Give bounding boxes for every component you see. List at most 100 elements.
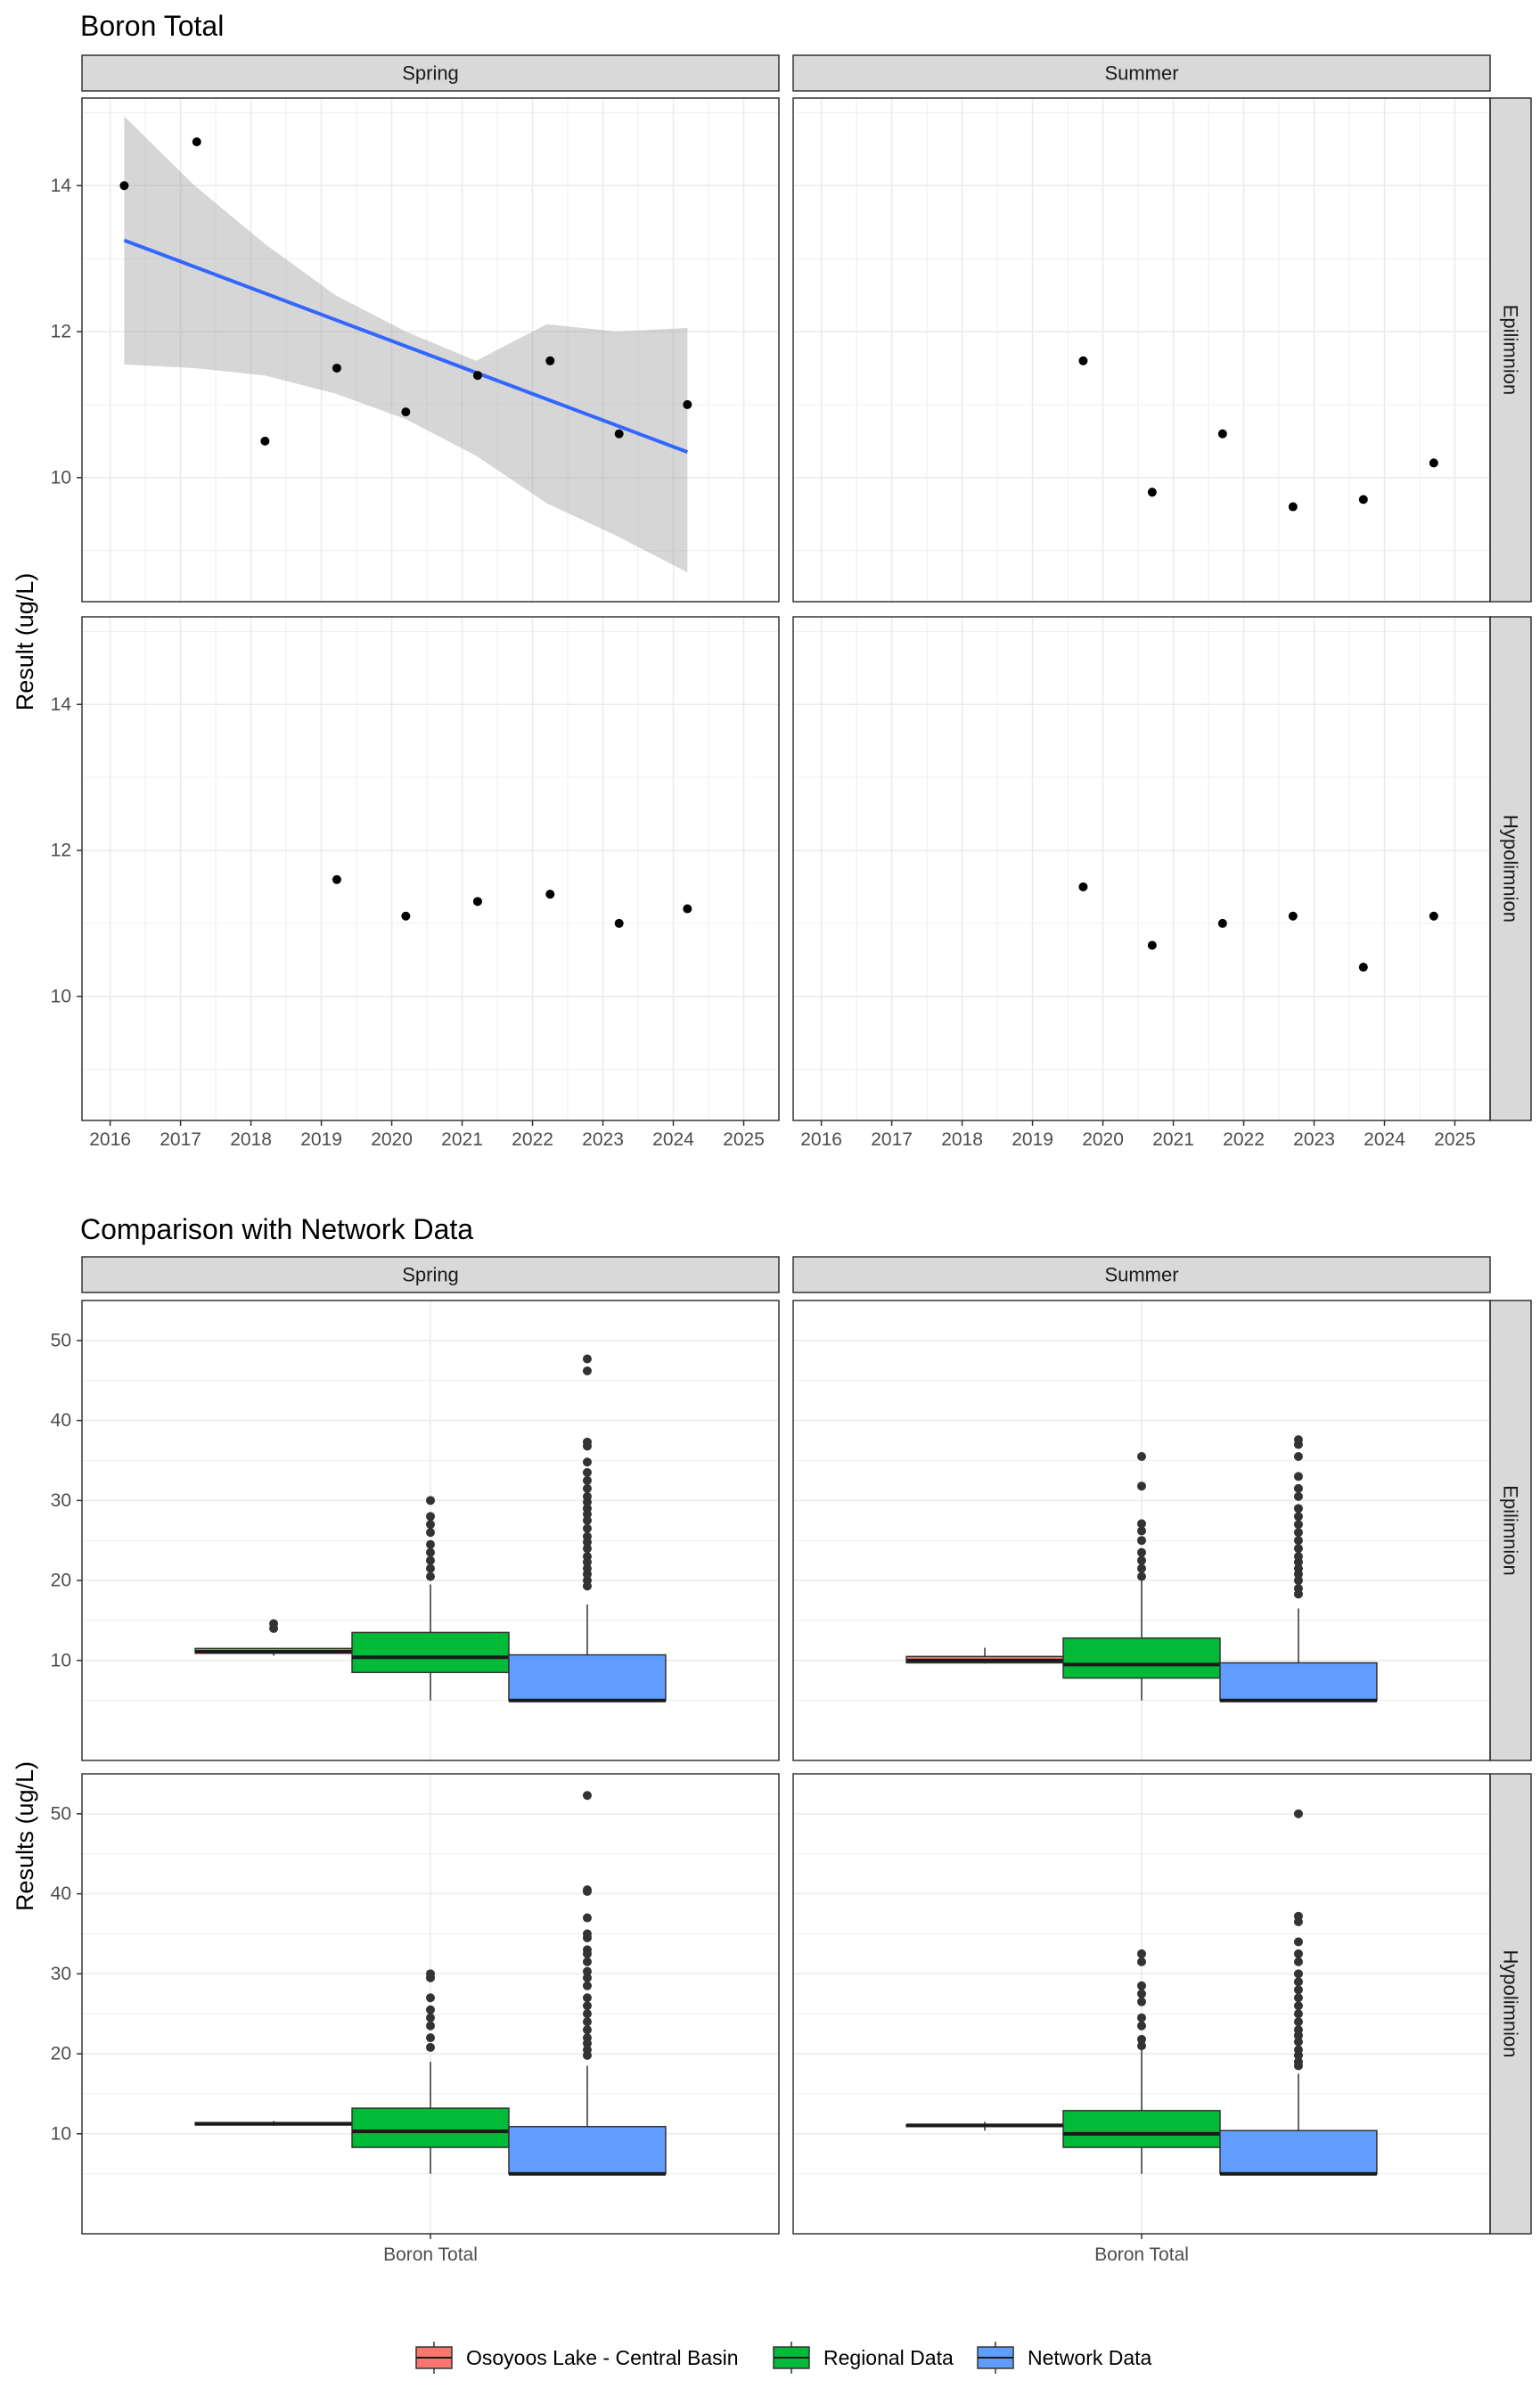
panel-summer-epilimnion-border <box>792 97 1491 603</box>
box-regional-data-outlier <box>426 1571 435 1581</box>
box-network-data-outlier <box>1293 1504 1303 1514</box>
box-regional-data-outlier <box>426 1563 435 1573</box>
data-point <box>332 363 341 373</box>
box-network-data-outlier <box>1293 1491 1303 1501</box>
box-regional-data-outlier <box>1137 1981 1146 1990</box>
col-summer-strip <box>792 1256 1491 1293</box>
box-network-data-outlier <box>1293 2025 1303 2035</box>
panel-summer-hypolimnion: 2016 2017 2018 2019 2020 2021 2022 2023 2024 2025 <box>792 616 1491 1150</box>
box-regional-data-outlier <box>426 2042 435 2052</box>
x-tick-label: 2021 <box>1152 1129 1194 1150</box>
y-tick-label: 30 <box>51 1964 71 1984</box>
col-summer-strip-label: Summer <box>1104 1264 1178 1286</box>
y-tick-label: 14 <box>51 694 72 715</box>
row-hypolimnion-strip-label: Hypolimnion <box>1500 1949 1522 2057</box>
box-regional-data-outlier <box>426 1547 435 1557</box>
box-regional-data-outlier <box>1137 1957 1146 1966</box>
box-network-data-outlier <box>1293 1483 1303 1493</box>
y-tick-label: 30 <box>51 1490 71 1511</box>
row-epilimnion-strip-label: Epilimnion <box>1500 1485 1522 1576</box>
legend-label-regional-data: Regional Data <box>823 2346 954 2369</box>
box-regional-data-outlier <box>426 1520 435 1530</box>
box-network-data-outlier <box>1293 1957 1303 1966</box>
box-network-data-outlier <box>582 1515 592 1525</box>
box-network-data-outlier <box>582 1973 592 1982</box>
panel-spring-hypolimnion: 10 20 30 40 50 Boron Total <box>51 1773 780 2265</box>
box-regional-data-outlier <box>426 1969 435 1979</box>
box-regional-data-iqr <box>351 2107 510 2148</box>
y-tick-label: 40 <box>51 1883 71 1904</box>
y-tick-label: 10 <box>51 2123 71 2144</box>
panel-spring-epilimnion: 10 12 14 <box>51 97 780 603</box>
box-regional-data-outlier <box>1137 1536 1146 1546</box>
box-network-data-outlier <box>1293 2017 1303 2027</box>
x-tick-label: 2022 <box>1223 1129 1265 1150</box>
x-tick-label: 2018 <box>230 1129 272 1150</box>
box-network-data-outlier <box>582 1791 592 1801</box>
box-regional-data-outlier <box>1137 1571 1146 1581</box>
data-point <box>260 436 270 446</box>
box-network-data <box>1219 1809 1378 2176</box>
x-tick-label: 2025 <box>1434 1129 1476 1150</box>
data-point <box>1288 911 1298 921</box>
box-regional-data-outlier <box>1137 2021 1146 2031</box>
box-regional-data-outlier <box>426 1539 435 1549</box>
box-network-data-outlier <box>1293 1949 1303 1958</box>
legend-label-network-data: Network Data <box>1028 2346 1152 2369</box>
box-regional-data-outlier <box>426 2021 435 2031</box>
box-regional-data-iqr <box>1062 1637 1221 1679</box>
box-network-data-iqr <box>508 2125 667 2175</box>
box-network-data-outlier <box>582 1885 592 1895</box>
box-regional-data <box>1062 1451 1221 1701</box>
panel-spring-hypolimnion-border <box>81 616 780 1121</box>
box-regional-data-outlier <box>1137 1547 1146 1557</box>
panel-summer-epilimnion <box>792 97 1491 603</box>
x-tick-label: 2022 <box>512 1129 553 1150</box>
box-regional-data-outlier <box>1137 1989 1146 1998</box>
x-tick-label: 2025 <box>723 1129 765 1150</box>
y-tick-label: 12 <box>51 322 71 342</box>
box-network-data-outlier <box>582 1981 592 1990</box>
box-network-data-outlier <box>582 1483 592 1493</box>
box-network-data-outlier <box>1293 1520 1303 1530</box>
x-tick-label: 2017 <box>871 1129 913 1150</box>
box-network-data <box>1219 1435 1378 1703</box>
box-network-data-outlier <box>582 1475 592 1485</box>
box-network-data-iqr <box>1219 2129 1378 2175</box>
box-regional-data-outlier <box>1137 1526 1146 1536</box>
box-regional-data-outlier <box>426 2013 435 2023</box>
data-point <box>545 890 555 899</box>
box-network-data-outlier <box>1293 1584 1303 1594</box>
trend-line <box>123 238 689 455</box>
box-network-data <box>508 1791 667 2176</box>
data-point <box>1147 940 1157 950</box>
y-tick-label: 50 <box>51 1803 71 1824</box>
x-tick-label: 2024 <box>1364 1129 1405 1150</box>
row-epilimnion-strip-label: Epilimnion <box>1500 305 1522 396</box>
box-network-data-outlier <box>582 1544 592 1554</box>
box-regional-data-outlier <box>426 1496 435 1506</box>
box-network-data-outlier <box>582 1504 592 1514</box>
box-network-data-outlier <box>1293 1552 1303 1562</box>
box-regional-data-outlier <box>426 1555 435 1565</box>
y-tick-label: 10 <box>51 986 71 1006</box>
box-regional-data-outlier <box>1137 1563 1146 1573</box>
box-regional-data-outlier <box>1137 1997 1146 2006</box>
data-point <box>614 918 624 928</box>
y-tick-label: 20 <box>51 2044 71 2064</box>
box-regional-data-outlier <box>426 1993 435 2003</box>
col-summer-strip-label: Summer <box>1104 62 1178 85</box>
row-epilimnion-strip <box>1489 97 1532 603</box>
y-tick-label: 50 <box>51 1330 71 1350</box>
box-network-data-outlier <box>1293 1544 1303 1554</box>
y-tick-label: 14 <box>51 176 72 196</box>
data-point <box>683 904 692 914</box>
panel-spring-epilimnion-border <box>81 1300 780 1761</box>
row-epilimnion-strip <box>1489 1300 1532 1761</box>
box-regional-data <box>351 1496 510 1701</box>
box-network-data-outlier <box>582 2033 592 2043</box>
box-regional-data-outlier <box>1137 2034 1146 2044</box>
panel-spring-epilimnion: 10 20 30 40 50 <box>51 1300 780 1761</box>
chart-title-comparison: Comparison with Network Data <box>80 1213 473 1245</box>
box-regional-data-iqr <box>351 1631 510 1674</box>
